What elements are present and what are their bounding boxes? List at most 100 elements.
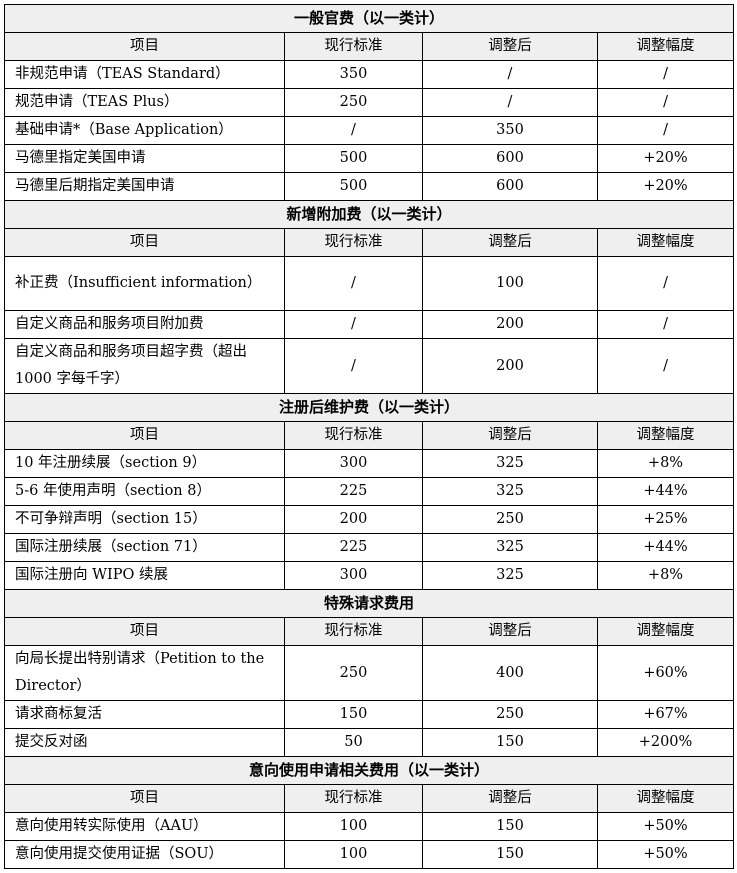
cell-change: +25% bbox=[596, 505, 735, 534]
table-row: 意向使用转实际使用（AAU） 100 150 +50% bbox=[4, 812, 735, 841]
table-row: 非规范申请（TEAS Standard） 350// bbox=[4, 60, 735, 89]
column-header: 调整幅度 bbox=[596, 784, 735, 813]
cell-adjusted: 350 bbox=[422, 116, 598, 145]
cell-change: +44% bbox=[596, 533, 735, 562]
cell-current: / bbox=[284, 310, 423, 339]
cell-current: 150 bbox=[284, 700, 423, 729]
column-header: 项目 bbox=[4, 784, 285, 813]
cell-item: 10 年注册续展（section 9） bbox=[4, 449, 285, 478]
column-header: 调整幅度 bbox=[596, 421, 735, 450]
column-header: 现行标准 bbox=[284, 421, 423, 450]
cell-item: 马德里后期指定美国申请 bbox=[4, 172, 285, 201]
cell-item: 马德里指定美国申请 bbox=[4, 144, 285, 173]
cell-item: 自定义商品和服务项目超字费（超出 1000 字每千字） bbox=[4, 338, 285, 394]
table-row: 自定义商品和服务项目附加费/200/ bbox=[4, 310, 735, 339]
cell-current: 500 bbox=[284, 144, 423, 173]
cell-adjusted: 200 bbox=[422, 310, 598, 339]
cell-current: 300 bbox=[284, 449, 423, 478]
column-header: 现行标准 bbox=[284, 228, 423, 257]
table-row: 请求商标复活 150 250 +67% bbox=[4, 700, 735, 729]
table-row: 自定义商品和服务项目超字费（超出 1000 字每千字）/200/ bbox=[4, 338, 735, 394]
cell-adjusted: 325 bbox=[422, 533, 598, 562]
cell-item: 意向使用提交使用证据（SOU） bbox=[4, 840, 285, 869]
cell-change: +67% bbox=[596, 700, 735, 729]
cell-item: 国际注册续展（section 71） bbox=[4, 533, 285, 562]
cell-adjusted: 100 bbox=[422, 256, 598, 311]
cell-adjusted: 600 bbox=[422, 172, 598, 201]
table-row: 基础申请*（Base Application）/350/ bbox=[4, 116, 735, 145]
cell-item: 基础申请*（Base Application） bbox=[4, 116, 285, 145]
cell-item: 自定义商品和服务项目附加费 bbox=[4, 310, 285, 339]
cell-item: 不可争辩声明（section 15） bbox=[4, 505, 285, 534]
section-title-row: 特殊请求费用 bbox=[3, 589, 735, 618]
cell-item: 非规范申请（TEAS Standard） bbox=[4, 60, 285, 89]
cell-adjusted: 325 bbox=[422, 477, 598, 506]
column-header: 现行标准 bbox=[284, 784, 423, 813]
section-title-row: 意向使用申请相关费用（以一类计） bbox=[3, 756, 735, 785]
cell-item: 规范申请（TEAS Plus） bbox=[4, 88, 285, 117]
cell-current: 200 bbox=[284, 505, 423, 534]
cell-item: 意向使用转实际使用（AAU） bbox=[4, 812, 285, 841]
cell-item: 补正费（Insufficient information） bbox=[4, 256, 285, 311]
column-header: 调整幅度 bbox=[596, 32, 735, 61]
column-header: 现行标准 bbox=[284, 32, 423, 61]
column-header: 调整幅度 bbox=[596, 617, 735, 646]
cell-change: / bbox=[596, 60, 735, 89]
fee-table: 一般官费（以一类计） 项目 现行标准 调整后 调整幅度 非规范申请（TEAS Standa… bbox=[3, 4, 735, 869]
cell-adjusted: 325 bbox=[422, 449, 598, 478]
table-row: 马德里指定美国申请 500 600 +20% bbox=[4, 144, 735, 173]
cell-change: +8% bbox=[596, 561, 735, 590]
column-header: 项目 bbox=[4, 228, 285, 257]
cell-adjusted: 325 bbox=[422, 561, 598, 590]
cell-item: 向局长提出特别请求（Petition to the Director） bbox=[4, 645, 285, 701]
cell-current: 50 bbox=[284, 728, 423, 757]
column-header-row: 项目 现行标准 调整后 调整幅度 bbox=[4, 784, 735, 813]
cell-adjusted: / bbox=[422, 60, 598, 89]
column-header-row: 项目 现行标准 调整后 调整幅度 bbox=[4, 32, 735, 61]
column-header: 调整后 bbox=[422, 617, 598, 646]
cell-change: / bbox=[596, 338, 735, 394]
cell-adjusted: 250 bbox=[422, 700, 598, 729]
cell-adjusted: 150 bbox=[422, 728, 598, 757]
cell-current: 100 bbox=[284, 840, 423, 869]
column-header: 项目 bbox=[4, 32, 285, 61]
table-row: 10 年注册续展（section 9） 300 325 +8% bbox=[4, 449, 735, 478]
cell-change: / bbox=[596, 88, 735, 117]
cell-change: / bbox=[596, 256, 735, 311]
section-title: 新增附加费（以一类计） bbox=[3, 200, 735, 229]
column-header-row: 项目 现行标准 调整后 调整幅度 bbox=[4, 617, 735, 646]
cell-adjusted: 150 bbox=[422, 840, 598, 869]
cell-current: 250 bbox=[284, 645, 423, 701]
column-header: 调整后 bbox=[422, 228, 598, 257]
cell-current: 350 bbox=[284, 60, 423, 89]
table-row: 马德里后期指定美国申请 500 600 +20% bbox=[4, 172, 735, 201]
column-header: 调整幅度 bbox=[596, 228, 735, 257]
cell-current: / bbox=[284, 338, 423, 394]
cell-item: 提交反对函 bbox=[4, 728, 285, 757]
section-title-row: 新增附加费（以一类计） bbox=[3, 200, 735, 229]
section-title: 特殊请求费用 bbox=[3, 589, 735, 618]
cell-current: 500 bbox=[284, 172, 423, 201]
table-row: 意向使用提交使用证据（SOU） 100 150 +50% bbox=[4, 840, 735, 869]
column-header: 调整后 bbox=[422, 784, 598, 813]
table-row: 不可争辩声明（section 15） 200 250 +25% bbox=[4, 505, 735, 534]
column-header-row: 项目 现行标准 调整后 调整幅度 bbox=[4, 228, 735, 257]
cell-current: 250 bbox=[284, 88, 423, 117]
section-title-row: 注册后维护费（以一类计） bbox=[3, 393, 735, 422]
table-row: 提交反对函 50 150 +200% bbox=[4, 728, 735, 757]
cell-change: +20% bbox=[596, 144, 735, 173]
cell-change: +200% bbox=[596, 728, 735, 757]
table-row: 向局长提出特别请求（Petition to the Director） 250 40… bbox=[4, 645, 735, 701]
column-header: 项目 bbox=[4, 421, 285, 450]
table-row: 补正费（Insufficient information）/100/ bbox=[4, 256, 735, 311]
cell-change: +50% bbox=[596, 812, 735, 841]
cell-item: 5-6 年使用声明（section 8） bbox=[4, 477, 285, 506]
column-header: 现行标准 bbox=[284, 617, 423, 646]
cell-current: 100 bbox=[284, 812, 423, 841]
cell-adjusted: 200 bbox=[422, 338, 598, 394]
table-row: 规范申请（TEAS Plus） 250// bbox=[4, 88, 735, 117]
table-row: 5-6 年使用声明（section 8） 225 325 +44% bbox=[4, 477, 735, 506]
cell-adjusted: / bbox=[422, 88, 598, 117]
cell-current: 300 bbox=[284, 561, 423, 590]
section-title: 意向使用申请相关费用（以一类计） bbox=[3, 756, 735, 785]
